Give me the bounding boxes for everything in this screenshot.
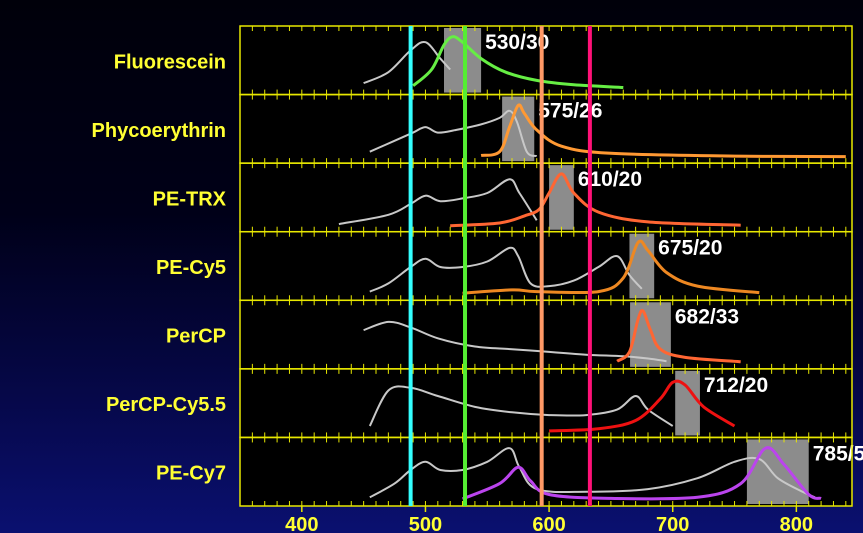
excitation-spectrum (369, 447, 816, 499)
emission-spectrum (480, 103, 846, 159)
x-tick-label: 800 (780, 514, 813, 533)
filter-label: 682/33 (675, 305, 739, 328)
x-tick-label: 600 (532, 514, 565, 533)
excitation-spectrum (338, 178, 538, 226)
emission-spectrum (462, 239, 760, 295)
fluorochrome-label: PE-Cy7 (156, 463, 226, 485)
x-tick-label: 500 (409, 514, 442, 533)
x-tick-label: 400 (285, 514, 318, 533)
emission-spectrum (461, 446, 822, 501)
excitation-spectrum (363, 320, 667, 363)
emission-spectrum (412, 35, 624, 89)
panel-1: 530/30 (239, 25, 853, 96)
fluorochrome-label: PE-TRX (153, 188, 227, 210)
filter-label: 675/20 (658, 237, 722, 260)
panel-3: 610/20 (239, 162, 853, 233)
filter-label: 712/20 (704, 374, 768, 397)
fluorochrome-label: Fluorescein (114, 51, 226, 73)
fluorochrome-label: PE-Cy5 (156, 257, 226, 279)
excitation-spectrum (363, 40, 451, 85)
filter-label: 575/26 (538, 100, 602, 123)
fluorochrome-label: Phycoerythrin (92, 120, 226, 142)
emission-spectrum (549, 379, 736, 433)
panel-frame (239, 436, 853, 507)
plot-background (240, 26, 852, 506)
filter-label: 530/30 (485, 31, 549, 54)
panel-5: 682/33 (239, 299, 853, 370)
emission-spectrum (616, 309, 741, 364)
filter-label: 785/50 (813, 442, 863, 465)
x-tick-label: 700 (656, 514, 689, 533)
emission-spectrum (450, 172, 741, 228)
excitation-spectrum (368, 385, 674, 427)
fluorochrome-labels: Fluorescein Phycoerythrin PE-TRX PE-Cy5 PerC… (92, 51, 227, 484)
filter-band (630, 302, 671, 367)
fluorochrome-label: PerCP (166, 326, 226, 348)
laser-lines (408, 26, 592, 506)
fluorochrome-label: PerCP-Cy5.5 (106, 394, 226, 416)
panel-7: 785/50 (239, 436, 863, 507)
filter-band (549, 165, 574, 230)
spectra-panels: 530/30 575/26 610/20 675/20 682/33 712/20 785/… (239, 25, 863, 507)
filter-band (746, 439, 809, 504)
x-axis: 400 500 600 700 800 (285, 506, 813, 533)
excitation-spectrum (369, 246, 643, 293)
filter-label: 610/20 (578, 168, 642, 191)
